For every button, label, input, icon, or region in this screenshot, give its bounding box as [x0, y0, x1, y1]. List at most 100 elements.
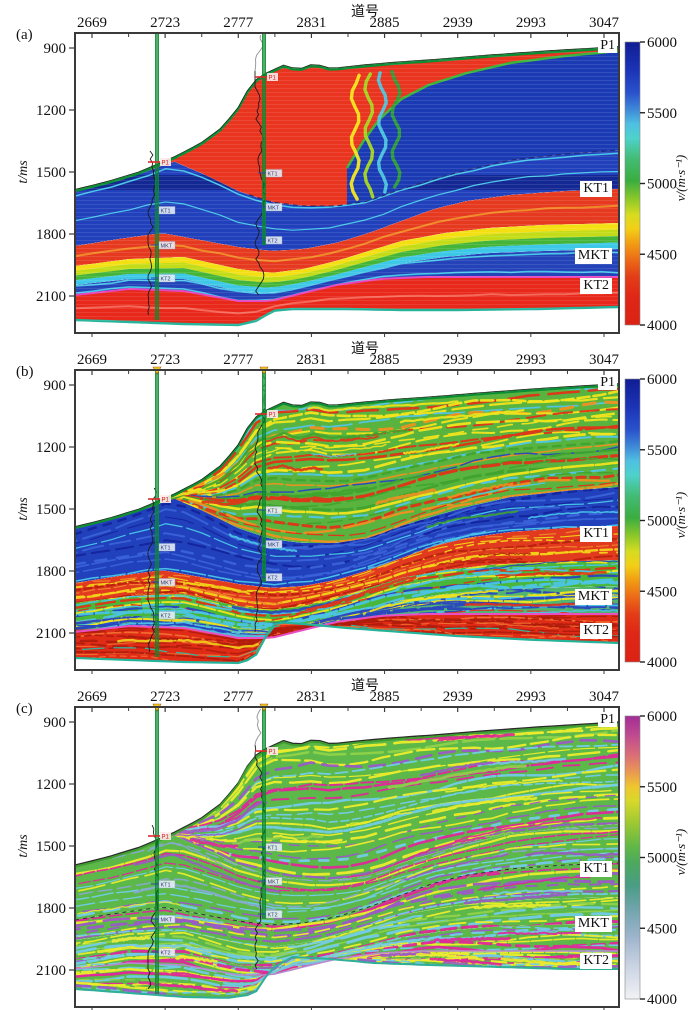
well-2797: P1 KT1 MKT KT2 [254, 703, 283, 970]
svg-text:4000: 4000 [647, 992, 677, 1008]
x-axis-title-a: 道号 [351, 4, 379, 20]
svg-text:5500: 5500 [647, 443, 677, 459]
svg-text:2939: 2939 [443, 352, 473, 368]
svg-text:6000: 6000 [647, 35, 677, 51]
svg-text:KT1: KT1 [268, 509, 278, 515]
svg-text:4500: 4500 [647, 584, 677, 600]
svg-text:4500: 4500 [647, 921, 677, 937]
well-2797: P1 KT1 MKT KT2 [254, 366, 283, 633]
svg-text:5500: 5500 [647, 106, 677, 122]
svg-text:1500: 1500 [36, 839, 66, 855]
horizon-line [74, 613, 619, 639]
seismic-section-a: P1 KT1 MKT KT2 P1 KT1 MKT KT2 2669 2723 2777 2831 28… [0, 0, 700, 337]
svg-text:1200: 1200 [36, 103, 66, 119]
svg-text:6000: 6000 [647, 372, 677, 388]
svg-text:MKT: MKT [268, 880, 280, 886]
horizon-label-kt2-c: KT2 [580, 953, 612, 969]
svg-text:2939: 2939 [443, 15, 473, 31]
y-axis-title-a: t/ms [16, 160, 31, 184]
panel-letter-c: (c) [16, 701, 33, 717]
svg-text:2100: 2100 [36, 289, 66, 305]
panel-letter-b: (b) [16, 364, 34, 380]
svg-text:1800: 1800 [36, 564, 66, 580]
svg-text:5000: 5000 [647, 514, 677, 530]
panel-a: P1 KT1 MKT KT2 P1 KT1 MKT KT2 2669 2723 2777 2831 28… [0, 0, 700, 337]
svg-text:4000: 4000 [647, 655, 677, 671]
well-2797: P1 KT1 MKT KT2 [254, 33, 283, 296]
svg-text:P1: P1 [162, 835, 170, 841]
well-2723: P1 KT1 MKT KT2 [147, 33, 176, 320]
y-axis-title-b: t/ms [16, 497, 31, 521]
svg-text:1800: 1800 [36, 227, 66, 243]
x-axis-title-c: 道号 [351, 678, 379, 694]
seismic-section-b: P1 KT1 MKT KT2 P1 KT1 MKT KT2 2669 2723 2777 2831 28… [0, 337, 700, 674]
svg-text:900: 900 [44, 41, 67, 57]
axes: 2669 2723 2777 2831 2885 2939 2993 3047 900 1200 1… [36, 15, 620, 337]
svg-text:3047: 3047 [589, 352, 620, 368]
svg-text:KT2: KT2 [268, 576, 278, 582]
horizon-line [74, 950, 619, 976]
seismic-section-c: P1 KT1 MKT KT2 P1 KT1 MKT KT2 2669 2723 2777 2831 28… [0, 674, 700, 1010]
svg-text:2939: 2939 [443, 689, 473, 705]
colorbar: 6000 5500 5000 4500 4000 [624, 709, 677, 1008]
svg-text:KT2: KT2 [161, 277, 171, 283]
axes: 2669 2723 2777 2831 2885 2939 2993 3047 900 1200 1… [36, 352, 620, 674]
colorbar-unit-a: v/(m·s⁻¹) [673, 154, 688, 202]
svg-text:2100: 2100 [36, 626, 66, 642]
horizon-line [74, 862, 620, 926]
svg-text:2723: 2723 [150, 15, 180, 31]
svg-text:2885: 2885 [370, 689, 400, 705]
svg-text:MKT: MKT [161, 581, 173, 587]
horizon-label-mkt-a: MKT [574, 248, 612, 264]
panel-letter-a: (a) [16, 27, 33, 43]
well-2723: P1 KT1 MKT KT2 [147, 366, 176, 657]
velocity-band [75, 614, 619, 663]
svg-text:KT2: KT2 [268, 239, 278, 245]
svg-text:KT1: KT1 [161, 883, 171, 889]
axes: 2669 2723 2777 2831 2885 2939 2993 3047 900 1200 1… [36, 689, 620, 1010]
colorbar-unit-b: v/(m·s⁻¹) [673, 491, 688, 539]
horizon-label-p1-a: P1 [598, 38, 617, 53]
svg-text:KT1: KT1 [268, 172, 278, 178]
horizon-line [74, 955, 619, 999]
svg-text:KT2: KT2 [268, 913, 278, 919]
colorbar: 6000 5500 5000 4500 4000 [624, 372, 677, 671]
svg-text:2723: 2723 [150, 352, 180, 368]
svg-text:3047: 3047 [589, 15, 620, 31]
svg-text:2885: 2885 [370, 15, 400, 31]
svg-text:MKT: MKT [161, 244, 173, 250]
svg-text:4500: 4500 [647, 247, 677, 263]
svg-text:2993: 2993 [516, 15, 546, 31]
svg-text:2669: 2669 [77, 352, 107, 368]
svg-text:KT2: KT2 [161, 951, 171, 957]
svg-text:KT2: KT2 [161, 614, 171, 620]
svg-text:2723: 2723 [150, 689, 180, 705]
svg-text:P1: P1 [162, 161, 170, 167]
svg-text:2777: 2777 [223, 15, 254, 31]
horizon-label-mkt-b: MKT [574, 589, 612, 605]
svg-text:2993: 2993 [516, 689, 546, 705]
panel-c: P1 KT1 MKT KT2 P1 KT1 MKT KT2 2669 2723 2777 2831 28… [0, 674, 700, 1010]
horizon-label-kt2-b: KT2 [580, 623, 612, 639]
y-axis-title-c: t/ms [16, 834, 31, 858]
horizon-line [74, 621, 620, 665]
svg-text:KT1: KT1 [268, 846, 278, 852]
svg-text:4000: 4000 [647, 318, 677, 334]
well-2723: P1 KT1 MKT KT2 [147, 703, 176, 994]
svg-text:MKT: MKT [268, 206, 280, 212]
svg-text:3047: 3047 [589, 689, 620, 705]
svg-text:5000: 5000 [647, 177, 677, 193]
horizon-label-kt1-c: KT1 [580, 861, 612, 877]
svg-text:900: 900 [44, 715, 67, 731]
svg-text:1500: 1500 [36, 502, 66, 518]
svg-text:5000: 5000 [647, 851, 677, 867]
x-axis-title-b: 道号 [351, 341, 379, 357]
colorbar: 6000 5500 5000 4500 4000 [624, 35, 677, 334]
svg-text:KT1: KT1 [161, 546, 171, 552]
horizon-label-kt1-a: KT1 [580, 181, 612, 197]
svg-text:1200: 1200 [36, 440, 66, 456]
svg-text:KT1: KT1 [161, 209, 171, 215]
horizon-label-mkt-c: MKT [574, 916, 612, 932]
svg-text:P1: P1 [269, 750, 277, 756]
